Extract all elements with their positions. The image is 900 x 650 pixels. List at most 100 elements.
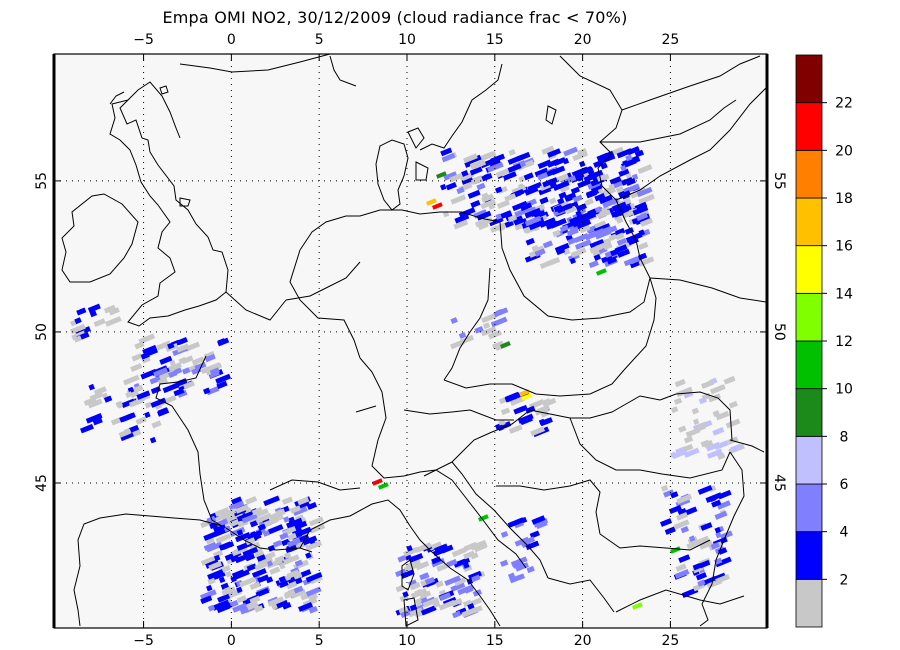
no2-pixel (620, 165, 627, 172)
no2-pixel (584, 198, 594, 206)
no2-pixel (567, 237, 576, 246)
no2-pixel (638, 193, 655, 205)
no2-pixel (461, 169, 469, 177)
no2-pixel (602, 197, 619, 209)
no2-pixel (558, 245, 566, 252)
no2-pixel (569, 214, 583, 225)
map-title: Empa OMI NO2, 30/12/2009 (cloud radiance… (162, 8, 628, 27)
no2-pixel (714, 526, 722, 534)
no2-pixel (500, 407, 511, 416)
no2-pixel (508, 424, 523, 434)
no2-pixel (500, 530, 509, 538)
no2-pixel (73, 335, 82, 343)
no2-pixel (482, 322, 491, 330)
lon-label-bottom: 15 (486, 633, 504, 649)
no2-pixel (156, 340, 172, 351)
no2-pixel (454, 213, 470, 224)
no2-pixel (302, 535, 318, 546)
no2-pixel (534, 248, 546, 257)
no2-pixel (618, 190, 631, 200)
no2-pixel (306, 502, 318, 511)
no2-pixel (534, 406, 549, 416)
no2-pixel (664, 526, 676, 535)
no2-pixel (217, 337, 230, 347)
no2-pixel (245, 537, 256, 546)
no2-pixel (308, 516, 324, 527)
no2-pixel (284, 589, 296, 598)
colorbar-label: 6 (840, 477, 849, 493)
no2-pixel (445, 181, 457, 191)
no2-pixel (251, 507, 263, 516)
no2-pixel (453, 219, 469, 230)
no2-pixel (608, 183, 616, 191)
lon-label-top: 5 (315, 32, 324, 48)
no2-pixel (635, 212, 649, 222)
no2-pixel (636, 186, 653, 198)
no2-pixel (231, 569, 245, 579)
no2-pixel (583, 174, 593, 183)
no2-pixel (603, 242, 613, 251)
no2-pixel (701, 379, 714, 389)
no2-pixel (576, 175, 584, 182)
map-area (54, 54, 767, 628)
no2-pixel (432, 548, 445, 557)
no2-pixel (524, 207, 542, 219)
no2-pixel (533, 210, 546, 220)
no2-pixel (705, 441, 721, 452)
no2-pixel-high (432, 202, 443, 210)
no2-pixel (282, 602, 292, 610)
no2-pixel (271, 603, 278, 611)
no2-pixel (473, 605, 483, 613)
no2-pixel (480, 198, 497, 210)
no2-pixel (549, 197, 557, 205)
no2-pixel (121, 398, 136, 409)
no2-pixel (500, 559, 509, 567)
no2-pixel (676, 493, 693, 505)
no2-pixel (420, 580, 427, 587)
no2-pixel (93, 386, 107, 396)
no2-pixel (207, 604, 216, 612)
no2-pixel (245, 495, 258, 505)
no2-pixel (699, 540, 714, 550)
no2-pixel (715, 531, 722, 539)
no2-pixel (153, 367, 168, 378)
no2-pixel (584, 229, 602, 241)
no2-pixel (686, 540, 699, 550)
no2-pixel-high (631, 602, 643, 610)
no2-pixel (575, 216, 589, 226)
no2-pixel (519, 416, 533, 426)
no2-pixel (524, 215, 542, 227)
no2-pixel (428, 541, 443, 551)
no2-pixel (267, 524, 284, 535)
no2-pixel (191, 356, 205, 366)
no2-pixel (697, 423, 706, 432)
no2-pixel (524, 159, 535, 168)
no2-pixel (293, 571, 303, 580)
no2-pixel (414, 588, 423, 597)
colorbar-swatch (795, 578, 823, 628)
no2-pixel (263, 495, 280, 507)
no2-pixel (408, 607, 423, 618)
no2-pixel (626, 146, 640, 156)
no2-pixel (528, 220, 544, 231)
no2-pixel (670, 406, 679, 414)
no2-pixel (168, 370, 178, 379)
no2-pixel (616, 237, 628, 246)
no2-pixel (587, 208, 597, 217)
no2-pixel (209, 367, 220, 376)
no2-pixel (685, 427, 701, 438)
no2-pixel (470, 597, 482, 606)
no2-pixel (217, 593, 231, 603)
no2-pixel (265, 576, 274, 584)
no2-pixel (597, 209, 612, 219)
no2-pixel (482, 216, 494, 226)
no2-pixel (714, 556, 732, 568)
no2-pixel (215, 373, 231, 385)
no2-pixel (545, 220, 559, 230)
no2-pixel (596, 173, 607, 182)
no2-pixel (518, 573, 526, 580)
no2-pixel (579, 160, 586, 168)
no2-pixel (128, 397, 144, 408)
no2-pixel (546, 158, 560, 168)
no2-pixel (624, 227, 634, 235)
